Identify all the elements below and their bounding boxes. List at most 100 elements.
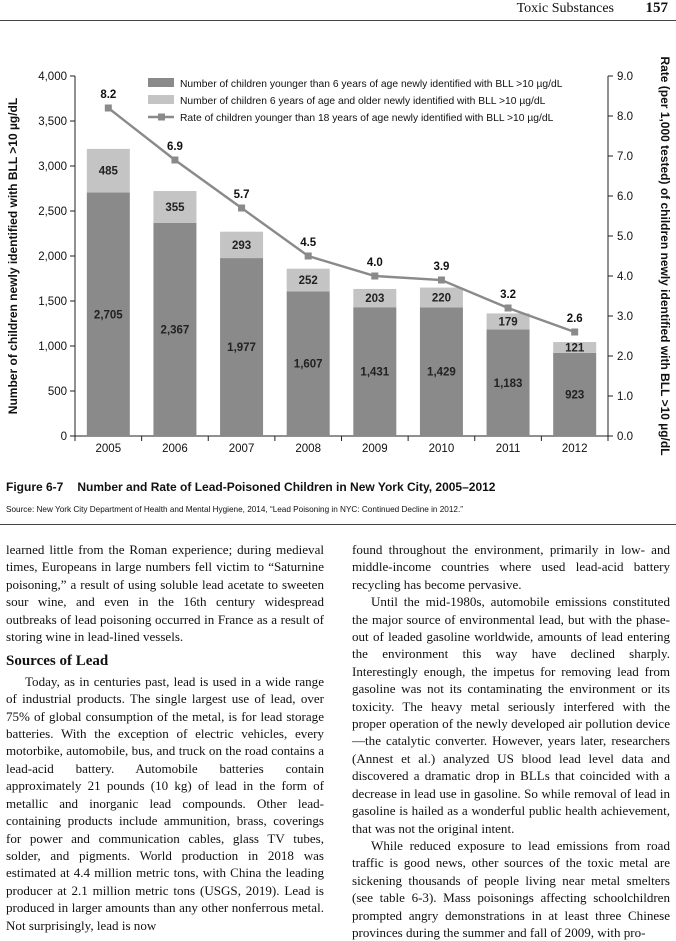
left-tick-label: 4,000 bbox=[38, 71, 67, 83]
bar-label-6-and-older: 252 bbox=[299, 275, 318, 287]
bar-under-6 bbox=[86, 192, 130, 436]
legend-swatch-6-and-older bbox=[148, 95, 174, 104]
lead-poisoning-chart: 0 500 1,000 1,500 2,000 2,500 3,000 3,500 4,000 0… bbox=[6, 56, 672, 455]
header-rule bbox=[0, 20, 676, 21]
rate-marker bbox=[504, 304, 512, 312]
left-tick-label: 1,000 bbox=[38, 341, 67, 353]
left-tick-label: 2,500 bbox=[38, 206, 67, 218]
bar-label-under-6: 1,977 bbox=[227, 342, 256, 354]
x-tick-label: 2012 bbox=[562, 443, 588, 455]
x-tick-label: 2007 bbox=[229, 443, 255, 455]
x-tick-label: 2010 bbox=[429, 443, 455, 455]
section-heading: Sources of Lead bbox=[6, 653, 109, 670]
legend-label-6-and-older: Number of children 6 years of age and ol… bbox=[180, 96, 546, 107]
paragraph: Until the mid-1980s, automobile emission… bbox=[352, 594, 670, 836]
rate-label: 4.5 bbox=[300, 237, 317, 249]
rate-line bbox=[107, 107, 576, 334]
page-number: 157 bbox=[645, 0, 669, 16]
x-tick-label: 2005 bbox=[96, 443, 122, 455]
figure-source: Source: New York City Department of Heal… bbox=[6, 505, 463, 514]
rate-marker bbox=[437, 276, 445, 284]
figure-caption: Figure 6-7 Number and Rate of Lead-Poison… bbox=[6, 480, 495, 494]
x-tick-label: 2011 bbox=[496, 443, 521, 455]
x-tick-label: 2008 bbox=[295, 443, 321, 455]
bar-label-under-6: 2,367 bbox=[161, 324, 190, 336]
paragraph: While reduced exposure to lead emissions… bbox=[352, 837, 670, 940]
bar-6-and-older bbox=[353, 288, 397, 308]
left-tick-label: 3,000 bbox=[38, 161, 67, 173]
right-tick-label: 7.0 bbox=[617, 151, 633, 163]
x-tick-label: 2009 bbox=[362, 443, 388, 455]
figure-number: Figure 6-7 bbox=[6, 480, 64, 494]
bar-label-6-and-older: 485 bbox=[99, 166, 119, 178]
legend-label-rate: Rate of children younger than 18 years o… bbox=[180, 113, 554, 124]
bar-label-6-and-older: 179 bbox=[498, 316, 517, 328]
rate-label: 8.2 bbox=[100, 89, 116, 101]
right-tick-label: 6.0 bbox=[617, 191, 633, 203]
figure-rule bbox=[0, 524, 676, 525]
right-tick-label: 5.0 bbox=[617, 231, 633, 243]
right-tick-label: 1.0 bbox=[617, 391, 633, 403]
rate-label: 3.9 bbox=[433, 261, 449, 273]
rate-label: 3.2 bbox=[500, 289, 516, 301]
bar-6-and-older bbox=[553, 342, 597, 353]
bar-under-6 bbox=[286, 291, 330, 436]
rate-label: 2.6 bbox=[567, 313, 583, 325]
rate-label: 4.0 bbox=[367, 257, 383, 269]
bar-under-6 bbox=[419, 307, 463, 436]
paragraph: Today, as in centuries past, lead is use… bbox=[6, 673, 324, 933]
bar-6-and-older bbox=[153, 191, 197, 223]
right-axis-title: Rate (per 1,000 tested) of children newl… bbox=[658, 56, 672, 455]
left-tick-label: 0 bbox=[61, 431, 67, 443]
bar-label-6-and-older: 220 bbox=[432, 292, 451, 304]
rate-marker bbox=[304, 252, 312, 260]
legend-swatch-under-6 bbox=[148, 78, 174, 87]
bar-label-6-and-older: 355 bbox=[165, 202, 185, 214]
bar-label-under-6: 2,705 bbox=[94, 309, 123, 321]
right-tick-label: 2.0 bbox=[617, 351, 633, 363]
right-tick-label: 9.0 bbox=[617, 71, 633, 83]
bar-6-and-older bbox=[419, 287, 463, 308]
bar-label-6-and-older: 121 bbox=[565, 342, 585, 354]
bar-label-under-6: 1,429 bbox=[427, 367, 456, 379]
right-tick-label: 8.0 bbox=[617, 111, 633, 123]
figure-title: Number and Rate of Lead-Poisoned Childre… bbox=[77, 480, 496, 494]
legend-marker-rate bbox=[158, 113, 165, 121]
bar-label-under-6: 923 bbox=[565, 389, 584, 401]
running-head-title: Toxic Substances bbox=[516, 1, 614, 16]
left-tick-label: 2,000 bbox=[38, 251, 67, 263]
left-tick-label: 1,500 bbox=[38, 296, 67, 308]
bar-6-and-older bbox=[486, 313, 530, 330]
rate-label: 6.9 bbox=[167, 141, 183, 153]
bar-label-under-6: 1,607 bbox=[294, 359, 323, 371]
bar-6-and-older bbox=[286, 268, 330, 292]
right-tick-label: 4.0 bbox=[617, 271, 633, 283]
paragraph: found throughout the environment, primar… bbox=[352, 542, 670, 592]
bar-label-6-and-older: 203 bbox=[365, 293, 384, 305]
rate-marker bbox=[238, 204, 246, 212]
bar-label-6-and-older: 293 bbox=[232, 240, 251, 252]
paragraph: learned little from the Roman experience… bbox=[6, 542, 324, 645]
bar-under-6 bbox=[220, 258, 264, 436]
bar-label-under-6: 1,431 bbox=[360, 367, 389, 379]
right-tick-label: 3.0 bbox=[617, 311, 633, 323]
bar-under-6 bbox=[486, 329, 530, 436]
rate-marker bbox=[104, 104, 112, 112]
right-column: found throughout the environment, primar… bbox=[352, 541, 670, 941]
rate-marker bbox=[571, 328, 579, 336]
rate-label: 5.7 bbox=[234, 189, 250, 201]
bar-under-6 bbox=[553, 352, 597, 436]
legend-label-under-6: Number of children younger than 6 years … bbox=[180, 79, 563, 90]
bar-under-6 bbox=[153, 222, 197, 436]
left-tick-label: 500 bbox=[48, 386, 67, 398]
bar-label-under-6: 1,183 bbox=[494, 378, 523, 390]
rate-marker bbox=[371, 272, 379, 280]
bar-6-and-older bbox=[86, 148, 130, 193]
left-tick-label: 3,500 bbox=[38, 116, 67, 128]
left-axis-title: Number of children newly identified with… bbox=[6, 98, 20, 414]
right-tick-label: 0.0 bbox=[617, 431, 633, 443]
rate-marker bbox=[171, 156, 179, 164]
running-head: Toxic Substances 157 bbox=[0, 0, 676, 22]
bar-under-6 bbox=[353, 307, 397, 436]
bar-6-and-older bbox=[220, 231, 264, 259]
